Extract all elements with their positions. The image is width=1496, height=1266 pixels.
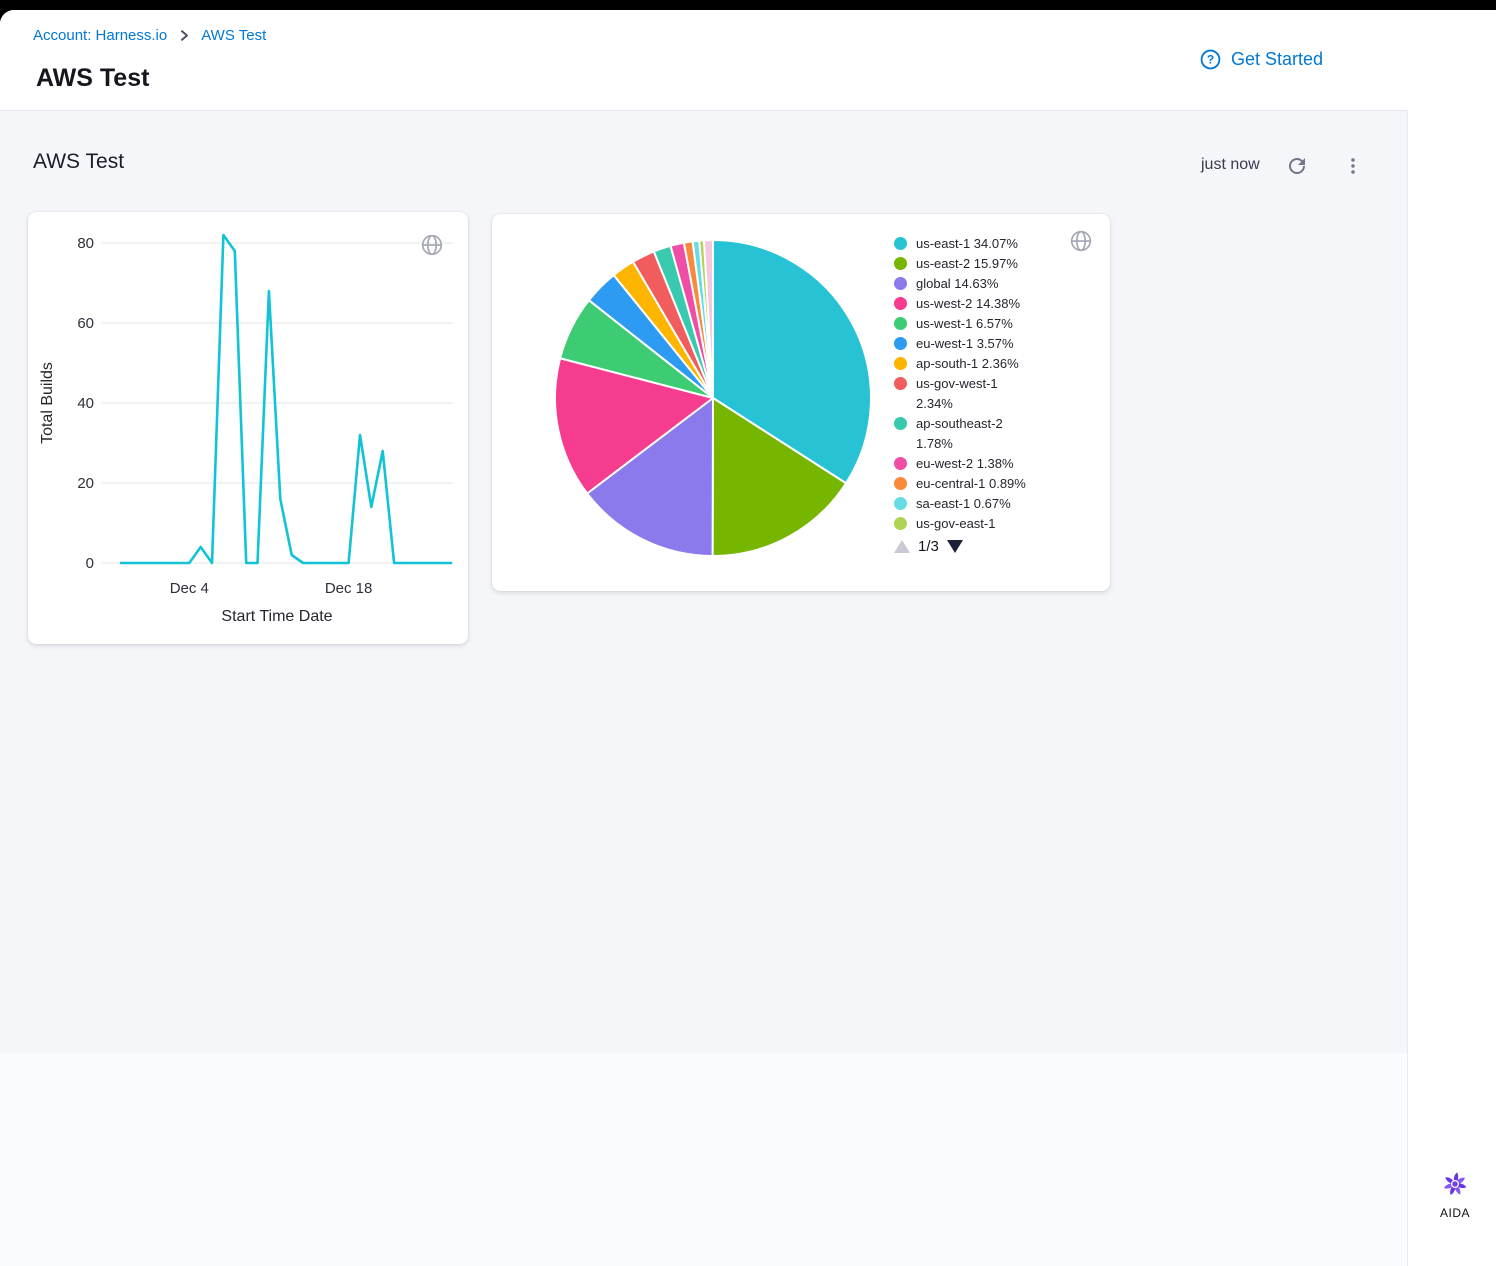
globe-icon [1070, 230, 1092, 252]
legend-item[interactable]: ap-south-1 2.36% [894, 354, 1096, 374]
breadcrumb: Account: Harness.io AWS Test [33, 27, 266, 44]
dashboard-title: AWS Test [33, 150, 125, 173]
y-tick-label: 40 [77, 395, 94, 412]
refresh-button[interactable] [1284, 153, 1310, 179]
legend-page-indicator: 1/3 [918, 538, 939, 555]
legend-item-label: us-west-2 14.38% [916, 296, 1021, 311]
dashboard-area: AWS Test just now 0 20 40 60 80 Total Builds D… [0, 110, 1407, 1053]
legend-item[interactable]: eu-west-2 1.38% [894, 454, 1096, 474]
legend-item[interactable]: us-west-1 6.57% [894, 314, 1096, 334]
y-tick-label: 80 [77, 235, 94, 252]
legend-item-label: ap-south-1 2.36% [916, 356, 1019, 371]
legend-item-label: eu-central-1 0.89% [916, 476, 1026, 491]
chevron-right-icon [181, 30, 189, 41]
legend-bullet-icon [894, 357, 907, 370]
x-axis-title: Start Time Date [221, 608, 332, 625]
pie-chart [554, 239, 872, 558]
legend-item[interactable]: us-gov-west-1 2.34% [894, 374, 1096, 414]
y-tick-label: 20 [77, 475, 94, 492]
legend-item[interactable]: us-east-2 15.97% [894, 254, 1096, 274]
legend-bullet-icon [894, 497, 907, 510]
page-header: Account: Harness.io AWS Test AWS Test ? … [0, 10, 1496, 110]
kebab-menu-button[interactable] [1340, 153, 1366, 179]
legend-bullet-icon [894, 237, 907, 250]
legend-bullet-icon [894, 257, 907, 270]
y-axis-title: Total Builds [39, 362, 56, 444]
legend-pagination: 1/3 [894, 538, 963, 555]
legend-item[interactable]: ap-southeast-2 1.78% [894, 414, 1096, 454]
legend-item[interactable]: us-west-2 14.38% [894, 294, 1096, 314]
globe-icon [421, 234, 443, 256]
legend-item[interactable]: sa-east-1 0.67% [894, 494, 1096, 514]
svg-text:?: ? [1207, 53, 1214, 67]
get-started-label: Get Started [1231, 49, 1324, 69]
help-icon: ? [1200, 49, 1221, 70]
legend-item-label: eu-west-1 3.57% [916, 336, 1014, 351]
globe-button[interactable] [419, 232, 445, 258]
legend-item-label: global 14.63% [916, 276, 999, 291]
legend-bullet-icon [894, 277, 907, 290]
legend-item[interactable]: global 14.63% [894, 274, 1096, 294]
legend-item-label: us-gov-east-1 0.48% [916, 516, 996, 539]
pie-slice[interactable] [554, 357, 714, 495]
legend-bullet-icon [894, 317, 907, 330]
pie-slice[interactable] [711, 397, 848, 558]
app-window: Account: Harness.io AWS Test AWS Test ? … [0, 10, 1496, 1266]
bottom-strip [0, 1053, 1407, 1266]
legend-item-label: us-east-1 34.07% [916, 236, 1018, 251]
legend-item-label: ap-southeast-2 1.78% [916, 416, 1003, 451]
legend-item-label: us-west-1 6.57% [916, 316, 1013, 331]
refresh-status: just now [1201, 156, 1260, 173]
x-tick-label: Dec 4 [170, 580, 209, 597]
legend-item-label: us-east-2 15.97% [916, 256, 1018, 271]
legend-item[interactable]: eu-central-1 0.89% [894, 474, 1096, 494]
legend-item-label: eu-west-2 1.38% [916, 456, 1014, 471]
pie-legend: us-east-1 34.07% us-east-2 15.97% global 1… [894, 234, 1096, 539]
kebab-icon [1351, 158, 1355, 174]
x-tick-label: Dec 18 [325, 580, 373, 597]
legend-bullet-icon [894, 477, 907, 490]
get-started-button[interactable]: ? Get Started [1199, 48, 1323, 71]
breadcrumb-current-link[interactable]: AWS Test [201, 27, 267, 44]
line-series [119, 233, 453, 565]
legend-bullet-icon [894, 337, 907, 350]
legend-bullet-icon [894, 517, 907, 530]
page-title: AWS Test [36, 64, 150, 92]
globe-button[interactable] [1068, 228, 1094, 254]
legend-bullet-icon [894, 297, 907, 310]
right-panel [1407, 110, 1496, 1266]
breadcrumb-account-link[interactable]: Account: Harness.io [33, 27, 168, 44]
line-chart-card: 0 20 40 60 80 Total Builds Dec 4 Dec 18 Start Ti… [28, 212, 468, 644]
legend-next-button[interactable] [946, 540, 963, 553]
legend-bullet-icon [894, 377, 907, 390]
pie-slice[interactable] [586, 397, 714, 557]
legend-item-label: us-gov-west-1 2.34% [916, 376, 998, 411]
pie-chart-card: us-east-1 34.07% us-east-2 15.97% global 1… [492, 214, 1110, 591]
aida-label: AIDA [1439, 1206, 1470, 1220]
y-tick-label: 0 [86, 555, 94, 572]
legend-item[interactable]: us-east-1 34.07% [894, 234, 1096, 254]
aida-button[interactable]: AIDA [1422, 1168, 1488, 1220]
refresh-icon [1289, 158, 1305, 174]
y-tick-label: 60 [77, 315, 94, 332]
pie-slice[interactable] [702, 239, 714, 399]
legend-item[interactable]: eu-west-1 3.57% [894, 334, 1096, 354]
aida-flower-icon [1443, 1172, 1467, 1195]
legend-bullet-icon [894, 417, 907, 430]
legend-item[interactable]: us-gov-east-1 0.48% [894, 514, 1096, 539]
legend-item-label: sa-east-1 0.67% [916, 496, 1011, 511]
legend-prev-button[interactable] [894, 540, 910, 553]
legend-bullet-icon [894, 457, 907, 470]
line-chart: 0 20 40 60 80 Total Builds Dec 4 Dec 18 Start Ti… [39, 233, 453, 625]
